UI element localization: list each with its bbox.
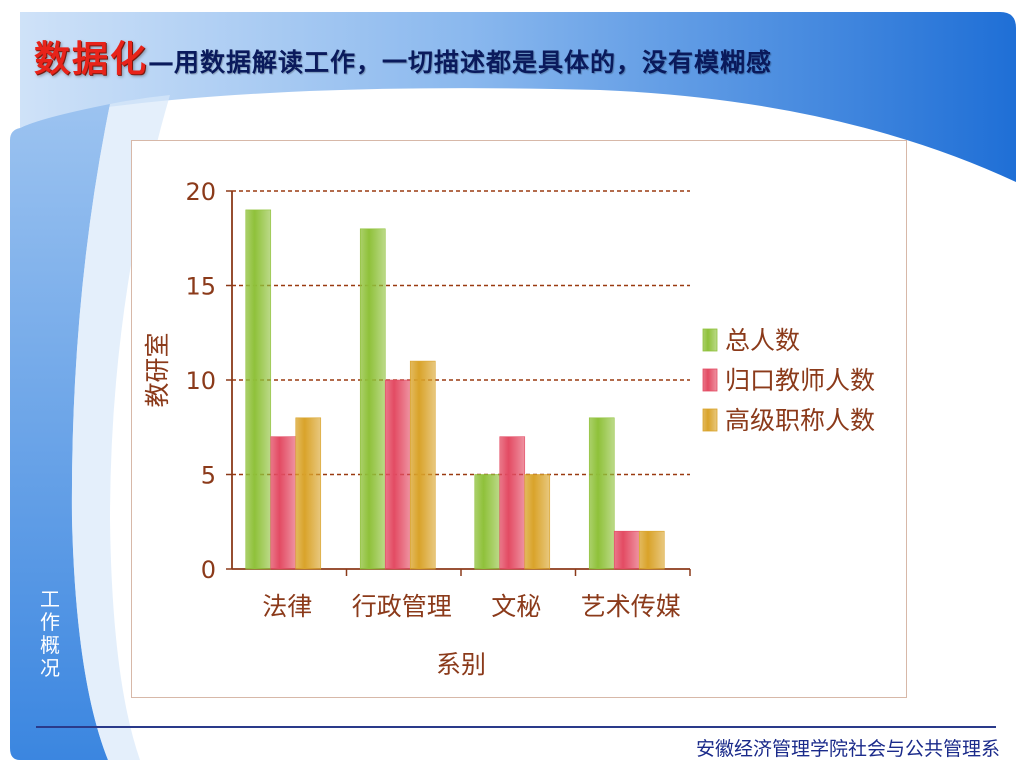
bar-3-行政管理 <box>409 360 436 570</box>
header-band <box>20 12 1016 182</box>
bar-2-艺术传媒 <box>613 530 640 570</box>
legend-label-3: 高级职称人数 <box>725 406 875 435</box>
x-tick-label: 法律 <box>262 592 312 621</box>
y-tick-label: 20 <box>185 178 216 206</box>
x-tick-label: 艺术传媒 <box>581 592 681 621</box>
x-tick-label: 行政管理 <box>352 592 452 621</box>
bar-1-艺术传媒 <box>588 417 615 570</box>
bar-3-艺术传媒 <box>638 530 665 570</box>
bar-1-法律 <box>245 209 272 570</box>
bar-1-文秘 <box>474 474 501 570</box>
legend-swatch-3 <box>702 408 718 432</box>
legend-label-1: 总人数 <box>725 326 800 355</box>
footer-text: 安徽经济管理学院社会与公共管理系 <box>695 738 1000 760</box>
title-main: 数据化 <box>34 38 149 80</box>
y-axis-title: 教研室 <box>143 332 172 407</box>
legend-label-2: 归口教师人数 <box>725 366 875 395</box>
bar-2-行政管理 <box>384 379 411 570</box>
chart-frame: 0 5 10 15 20 法律 行政管理 文秘 艺术传媒系别 教研室 总人数归口教师人数 高级职称人数 <box>131 140 907 698</box>
bar-2-法律 <box>270 436 297 570</box>
title-subtitle: 用数据解读工作，一切描述都是具体的，没有模糊感 <box>174 48 773 77</box>
bar-2-文秘 <box>499 436 526 570</box>
bar-1-行政管理 <box>359 228 386 570</box>
y-tick-label: 15 <box>185 273 216 301</box>
side-band <box>10 104 110 760</box>
footer-divider <box>36 726 996 728</box>
legend-swatch-2 <box>702 368 718 392</box>
x-axis-title: 系别 <box>436 650 486 679</box>
bar-3-文秘 <box>524 474 551 570</box>
x-tick-label: 文秘 <box>491 592 541 621</box>
y-tick-label: 10 <box>185 367 216 395</box>
bar-3-法律 <box>295 417 322 570</box>
y-tick-label: 0 <box>201 556 216 584</box>
section-label: 工作概况 <box>40 587 60 680</box>
legend-swatch-1 <box>702 328 718 352</box>
side-band-highlight <box>71 95 170 760</box>
y-tick-label: 5 <box>201 462 216 490</box>
title-separator: — <box>148 48 175 78</box>
slide-title: 数据化—用数据解读工作，一切描述都是具体的，没有模糊感 <box>34 30 1014 82</box>
